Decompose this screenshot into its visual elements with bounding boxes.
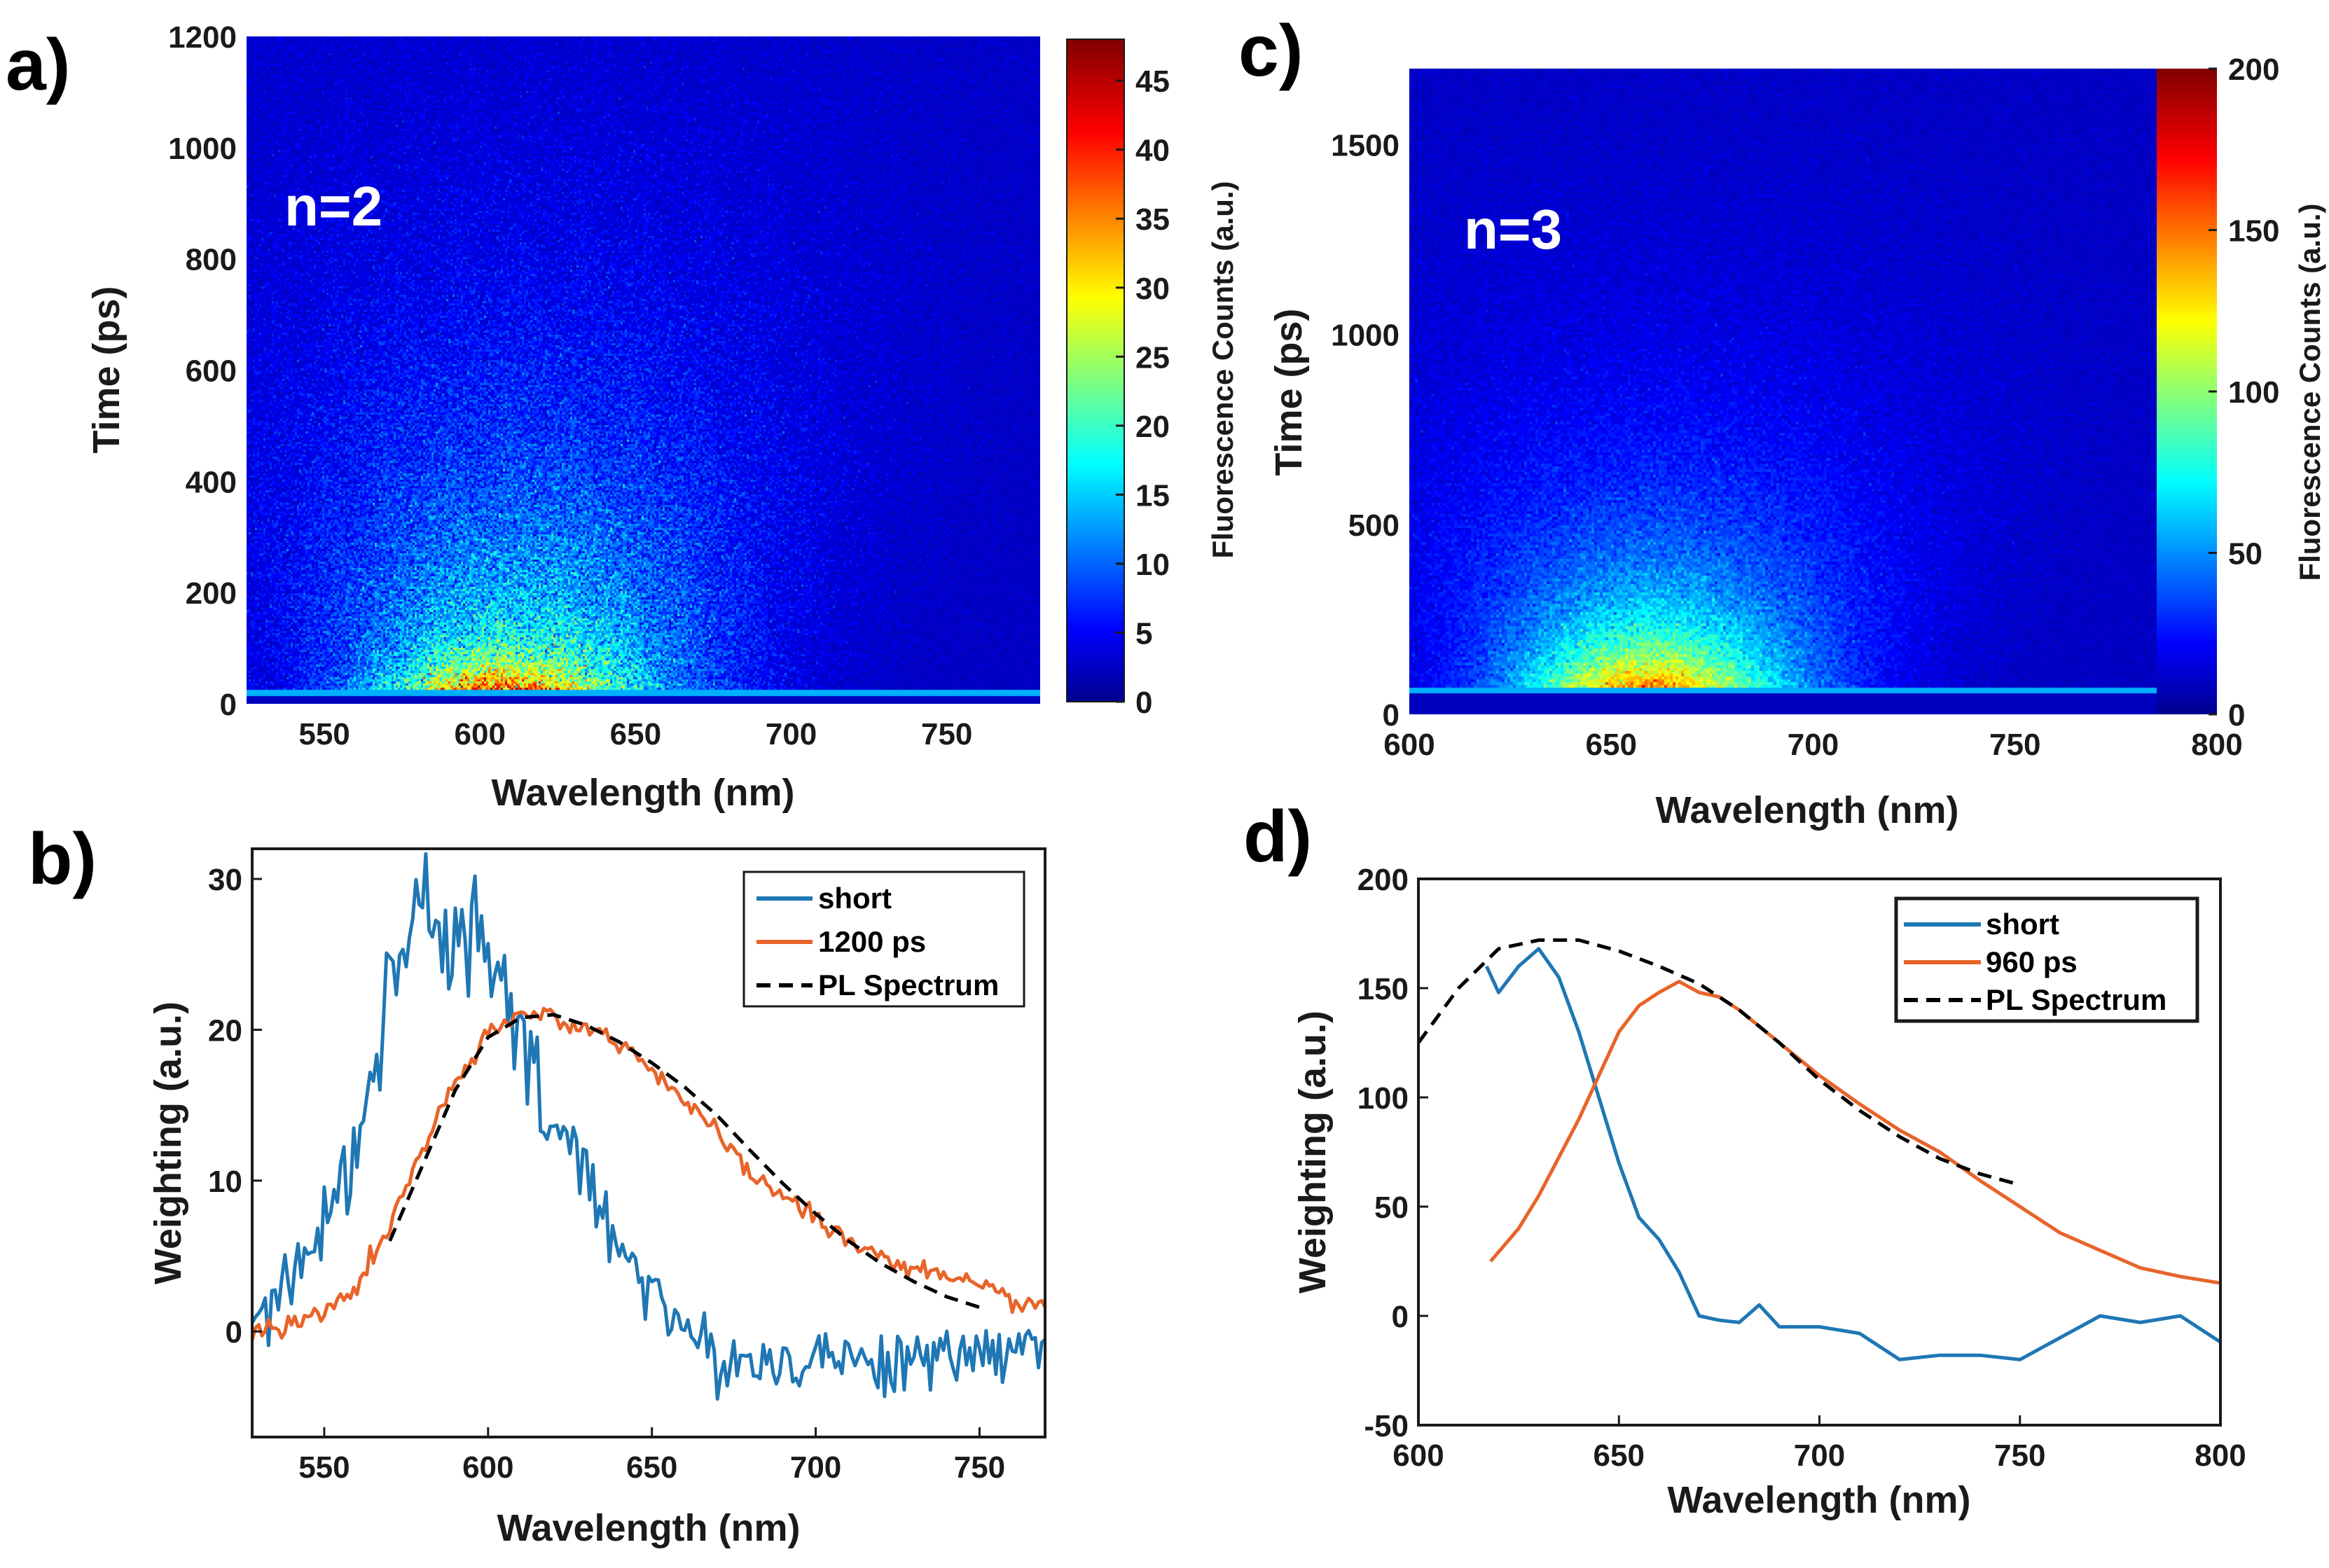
- heatmap-a-ytick-label: 800: [186, 243, 237, 277]
- heatmap-a-xtick-label: 750: [921, 717, 972, 751]
- panel-c-heatmap: n=3 600 650 700 750 800 0 500 1000 1500 0 50 100 1…: [1268, 53, 2326, 831]
- legend-b-label-short: short: [818, 882, 892, 915]
- panel-d-linechart: 600 650 700 750 800 -50 0 50 100 150 200 Waveleng…: [1292, 863, 2246, 1521]
- panel-label-d: d): [1243, 796, 1312, 877]
- legend-d-label-long: 960 ps: [1986, 945, 2078, 978]
- plot-d-series-short: [1485, 947, 2220, 1361]
- colorbar-c-cbtick-label: 150: [2228, 214, 2279, 249]
- heatmap-c-xlabel: Wavelength (nm): [1655, 789, 1958, 831]
- plot-d-xlabel: Wavelength (nm): [1667, 1479, 1970, 1521]
- heatmap-a-xlabel: Wavelength (nm): [491, 772, 794, 814]
- heatmap-a-ytick-label: 1000: [168, 132, 237, 166]
- plot-b-ytick-label: 0: [226, 1315, 242, 1350]
- colorbar-a-cbtick-label: 35: [1135, 202, 1170, 237]
- colorbar-a-cbtick-label: 5: [1135, 616, 1152, 651]
- heatmap-a-ylabel: Time (ps): [85, 286, 127, 453]
- plot-d-ylabel: Weighting (a.u.): [1292, 1011, 1334, 1293]
- legend-d-box: [1894, 896, 2199, 1023]
- plot-b-xtick-label: 650: [626, 1450, 677, 1485]
- plot-b-series-short: [252, 852, 1045, 1401]
- heatmap-a-surface: [247, 36, 1040, 704]
- heatmap-c-ytick-label: 0: [1383, 698, 1400, 733]
- plot-b-xtick-label: 600: [462, 1450, 513, 1485]
- heatmap-c-xtick-label: 650: [1586, 728, 1637, 762]
- colorbar-a-cbtick-label: 10: [1135, 548, 1170, 582]
- heatmap-a-ytick-label: 600: [186, 354, 237, 389]
- plot-d-xtick-label: 750: [1994, 1438, 2045, 1473]
- colorbar-a-cbtick-label: 40: [1135, 134, 1170, 168]
- plot-b-ylabel: Weighting (a.u.): [147, 1001, 189, 1284]
- heatmap-a-ytick-label: 400: [186, 465, 237, 499]
- plot-d-ytick-label: 100: [1357, 1081, 1409, 1116]
- heatmap-c-annotation: n=3: [1464, 198, 1562, 261]
- plot-d-xtick-label: 800: [2195, 1438, 2246, 1473]
- panel-label-c: c): [1238, 11, 1303, 92]
- plot-b-series-1200-ps: [252, 1006, 1045, 1340]
- heatmap-a-annotation: n=2: [284, 175, 382, 237]
- heatmap-a-ytick-label: 200: [186, 576, 237, 611]
- legend-b-label-long: 1200 ps: [818, 925, 926, 958]
- heatmap-a-ytick-label: 0: [220, 688, 237, 722]
- plot-d-ytick-label: 150: [1357, 972, 1409, 1006]
- colorbar-a-cbtick-label: 20: [1135, 410, 1170, 444]
- heatmap-c-xtick-label: 800: [2191, 728, 2242, 762]
- plot-b-ytick-label: 10: [208, 1165, 242, 1199]
- heatmap-a-xtick-label: 650: [610, 717, 661, 751]
- heatmap-c-ylabel: Time (ps): [1268, 308, 1310, 476]
- legend-b: short 1200 ps PL Spectrum: [742, 870, 1025, 1008]
- plot-b-ytick-label: 30: [208, 863, 242, 897]
- colorbar-a: [1066, 39, 1125, 702]
- plot-d-xtick-label: 700: [1794, 1438, 1845, 1473]
- colorbar-c-cbtick-label: 0: [2228, 698, 2245, 733]
- plot-b-xtick-label: 750: [954, 1450, 1005, 1485]
- colorbar-a-cbtick-label: 25: [1135, 340, 1170, 375]
- colorbar-c-cbtick-label: 50: [2228, 537, 2262, 571]
- plot-d-ytick-label: 200: [1357, 863, 1409, 897]
- heatmap-c-ytick-label: 500: [1348, 508, 1400, 543]
- heatmap-c-ytick-label: 1000: [1331, 319, 1400, 353]
- plot-d-series-pl-spectrum: [1418, 938, 2021, 1187]
- heatmap-c-surface: [1409, 69, 2157, 714]
- colorbar-c: [2157, 69, 2217, 714]
- heatmap-a-xtick-label: 600: [455, 717, 506, 751]
- legend-d-label-short: short: [1986, 908, 2059, 941]
- colorbar-a-cbtick-label: 45: [1135, 64, 1170, 99]
- colorbar-a-cbtick-label: 15: [1135, 478, 1170, 513]
- plot-b-series-pl-spectrum: [388, 1013, 981, 1310]
- legend-d-label-pl: PL Spectrum: [1986, 983, 2166, 1016]
- plot-d-xtick-label: 650: [1594, 1438, 1645, 1473]
- plot-d-ytick-label: 50: [1374, 1191, 1409, 1225]
- plot-b-frame: [251, 847, 1046, 1438]
- heatmap-c-xtick-label: 600: [1383, 728, 1435, 762]
- plot-d-xtick-label: 600: [1392, 1438, 1444, 1473]
- plot-b-xtick-label: 550: [298, 1450, 350, 1485]
- colorbar-a-cbtick-label: 0: [1135, 686, 1152, 720]
- legend-d: short 960 ps PL Spectrum: [1894, 896, 2199, 1023]
- heatmap-a-xtick-label: 550: [298, 717, 350, 751]
- plot-d-ytick-label: -50: [1364, 1409, 1409, 1443]
- plot-b-ytick-label: 20: [208, 1013, 242, 1048]
- heatmap-c-xtick-label: 700: [1788, 728, 1839, 762]
- panel-a-heatmap: n=2 550 600 650 700 750 02004006008001000120…: [85, 20, 1239, 814]
- colorbar-c-cbtick-label: 200: [2228, 53, 2279, 87]
- colorbar-c-cbtick-label: 100: [2228, 375, 2279, 410]
- legend-b-label-pl: PL Spectrum: [818, 969, 999, 1001]
- heatmap-a-ytick-label: 1200: [168, 20, 237, 55]
- heatmap-c-xtick-label: 750: [1989, 728, 2040, 762]
- plot-d-ytick-label: 0: [1392, 1300, 1409, 1334]
- colorbar-a-cbtick-label: 30: [1135, 272, 1170, 306]
- plot-b-xtick-label: 700: [790, 1450, 841, 1485]
- panel-label-a: a): [6, 25, 70, 106]
- colorbar-a-label: Fluorescence Counts (a.u.): [1206, 181, 1239, 558]
- colorbar-c-label: Fluorescence Counts (a.u.): [2293, 203, 2326, 581]
- heatmap-a-xtick-label: 700: [766, 717, 817, 751]
- panel-label-b: b): [28, 819, 97, 900]
- plot-b-xlabel: Wavelength (nm): [497, 1507, 800, 1549]
- heatmap-c-ytick-label: 1500: [1331, 128, 1400, 162]
